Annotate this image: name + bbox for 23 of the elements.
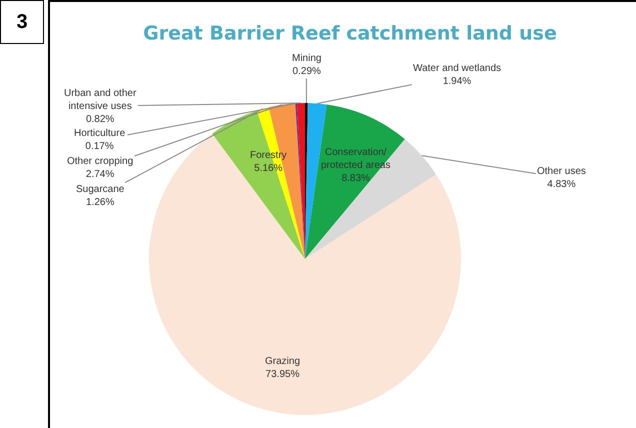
slice-label: Other cropping (67, 156, 134, 167)
data-label: 0.29% (292, 66, 322, 77)
data-label: 0.17% (85, 141, 114, 152)
slice-label: Urban and other intensive uses (64, 88, 137, 112)
pie-slice (149, 134, 461, 415)
slice-label: Water and wetlands (413, 63, 502, 74)
slice-label: Grazing (265, 356, 300, 367)
data-label: 8.83% (342, 173, 370, 184)
slice-label: Mining (292, 53, 322, 64)
chart-title: Great Barrier Reef catchment land use (143, 22, 557, 45)
data-label: 0.82% (86, 114, 114, 125)
data-label: 1.94% (442, 76, 472, 87)
slice-label: Other uses (537, 166, 586, 177)
pie-slice (305, 104, 405, 259)
data-label: 2.74% (86, 169, 114, 180)
pie-slice (305, 139, 436, 259)
data-label: 73.95% (266, 369, 300, 380)
data-label: 1.26% (86, 197, 114, 208)
text: 3 (0, 0, 44, 44)
slice-label: Horticulture (74, 128, 126, 139)
slice-label: Sugarcane (76, 184, 125, 195)
data-label: 4.83% (547, 179, 576, 190)
pie-slice (212, 110, 305, 259)
